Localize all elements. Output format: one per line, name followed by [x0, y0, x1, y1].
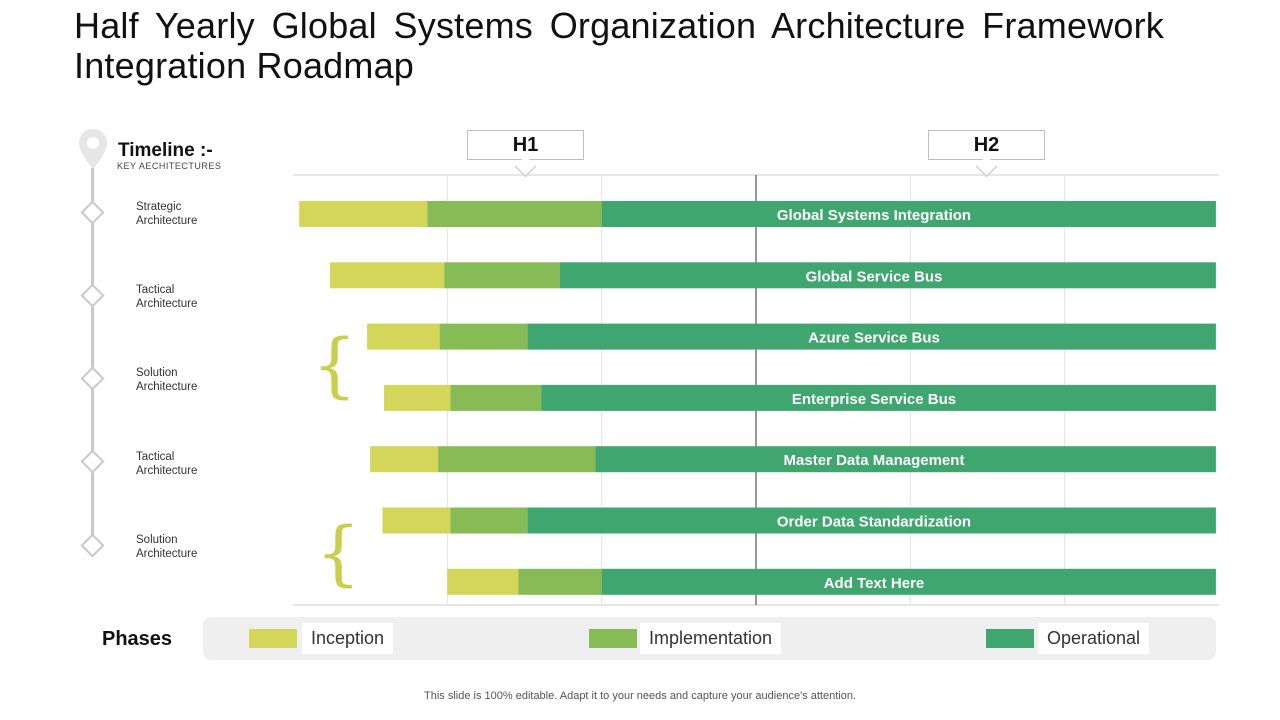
bar-label: Enterprise Service Bus	[792, 391, 956, 408]
curly-brace-decoration: {	[312, 324, 357, 406]
timeline-item-label: Solution Architecture	[136, 367, 198, 393]
bar-operational-segment	[601, 201, 1216, 227]
bar-implementation-segment	[438, 446, 596, 473]
bar-inception-segment	[382, 507, 451, 534]
timeline-item-label: Tactical Architecture	[136, 284, 198, 310]
legend-label-implementation: Implementation	[640, 623, 782, 654]
bar-implementation-segment	[439, 323, 528, 350]
bar-inception-segment	[299, 201, 428, 227]
legend-label-operational: Operational	[1038, 623, 1150, 654]
bar-inception-segment	[330, 262, 445, 289]
legend-swatch-implementation	[589, 629, 637, 648]
legend-label-inception: Inception	[302, 623, 394, 654]
bar-operational-segment	[595, 446, 1216, 473]
legend-title: Phases	[102, 628, 173, 650]
bar-label: Global Systems Integration	[777, 207, 971, 224]
timeline-item-label: Solution Architecture	[136, 534, 198, 560]
bar-implementation-segment	[450, 384, 542, 411]
timeline-item-label: Tactical Architecture	[136, 451, 198, 477]
bar-implementation-segment	[450, 507, 528, 534]
curly-brace-decoration: {	[316, 512, 361, 594]
legend-swatch-operational	[986, 629, 1034, 648]
bar-inception-segment	[384, 384, 451, 411]
timeline-subtitle: KEY AECHITECTURES	[117, 161, 222, 171]
bar-implementation-segment	[427, 201, 602, 227]
bar-label: Order Data Standardization	[777, 514, 971, 531]
bar-operational-segment	[559, 262, 1216, 289]
bar-label: Global Service Bus	[806, 268, 943, 285]
bar-implementation-segment	[444, 262, 560, 289]
bar-label: Azure Service Bus	[808, 330, 940, 347]
slide-title: Half Yearly Global Systems Organization …	[74, 5, 1164, 86]
legend-swatch-inception	[249, 629, 297, 648]
bar-label: Add Text Here	[824, 575, 925, 592]
timeline-line	[91, 168, 94, 554]
period-header-h1: H1	[467, 130, 584, 160]
bar-operational-segment	[541, 384, 1216, 411]
bar-inception-segment	[370, 446, 439, 473]
timeline-title: Timeline :-	[118, 140, 213, 161]
footer-note: This slide is 100% editable. Adapt it to…	[424, 690, 856, 702]
bar-implementation-segment	[518, 568, 602, 595]
bar-operational-segment	[527, 507, 1216, 534]
location-pin-icon	[79, 129, 107, 169]
bar-inception-segment	[367, 323, 440, 350]
bar-operational-segment	[601, 568, 1216, 595]
bar-label: Master Data Management	[784, 452, 965, 469]
bar-operational-segment	[527, 323, 1216, 350]
timeline-item-label: Strategic Architecture	[136, 201, 198, 227]
bar-inception-segment	[447, 568, 519, 595]
